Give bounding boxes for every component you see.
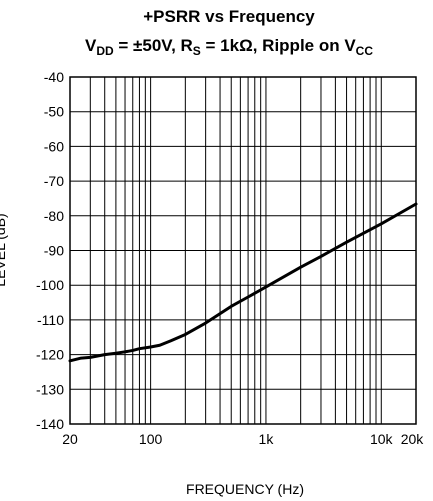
x-axis-ticks: 20 100 1k 10k 20k [62,431,424,447]
vcc-subscript: CC [356,44,374,58]
rs-subscript: S [193,44,201,58]
y-tick-label: -50 [44,104,64,120]
x-tick-label: 1k [259,431,275,447]
y-axis-ticks: -40 -50 -60 -70 -80 -90 -100 -110 -120 -130 -140 [36,69,64,432]
chart-title: +PSRR vs Frequency [143,7,315,26]
plot-frame [69,76,417,425]
y-tick-label: -60 [44,138,64,154]
y-tick-label: -130 [36,381,64,397]
x-tick-label: 10k [370,431,394,447]
y-tick-label: -40 [44,69,64,85]
y-axis-label: LEVEL (dB) [0,213,8,286]
x-axis-label: FREQUENCY (Hz) [186,481,304,497]
x-tick-label: 20k [401,431,425,447]
y-tick-label: -140 [36,416,64,432]
y-tick-label: -110 [37,312,64,328]
y-tick-label: -100 [36,277,64,293]
chart-subtitle: VDD = ±50V, RS = 1kΩ, Ripple on VCC [85,36,373,58]
series-line [68,202,418,363]
vdd-subscript: DD [96,44,114,58]
y-tick-label: -70 [44,173,64,189]
vdd-symbol: V [85,36,97,55]
x-tick-label: 20 [62,431,78,447]
rs-value: = 1kΩ, Ripple on V [201,36,357,55]
y-tick-label: -120 [36,347,64,363]
y-tick-label: -80 [44,208,64,224]
grid [70,76,416,425]
vdd-value: = ±50V, R [114,36,193,55]
y-tick-label: -90 [44,243,64,259]
x-tick-label: 100 [139,431,163,447]
